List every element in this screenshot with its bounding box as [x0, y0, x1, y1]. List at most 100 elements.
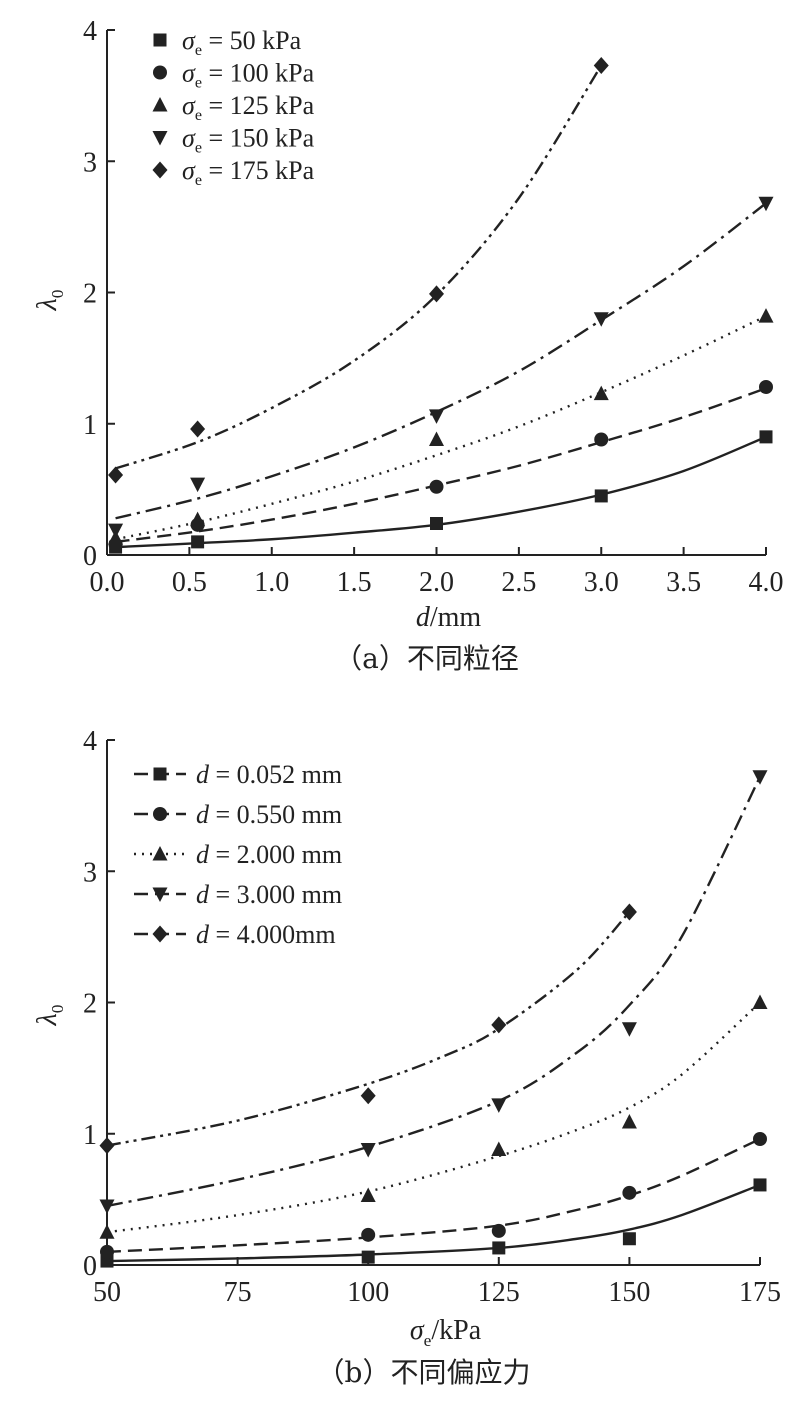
y-tick-label: 1: [83, 1120, 97, 1151]
data-point: [361, 1250, 375, 1264]
data-point: [491, 1016, 507, 1034]
series-fit-line: [115, 202, 767, 520]
y-tick-label: 1: [83, 410, 97, 441]
y-tick-label: 2: [83, 989, 97, 1020]
data-point: [593, 385, 609, 401]
series-1: [100, 1178, 767, 1268]
legend-entry: σe = 150 kPa: [152, 124, 315, 157]
x-tick-label: 50: [93, 1277, 121, 1308]
data-point: [191, 535, 205, 549]
legend-label: d = 2.000 mm: [196, 840, 342, 869]
data-point: [621, 1113, 637, 1129]
x-tick-label: 75: [224, 1277, 252, 1308]
legend-marker: [153, 807, 167, 821]
x-tick-label: 3.0: [584, 567, 619, 598]
data-point: [491, 1223, 506, 1238]
data-point: [190, 477, 206, 493]
data-point: [594, 432, 609, 447]
series-fit-line: [106, 1001, 761, 1234]
legend-marker: [152, 131, 168, 146]
data-point: [621, 903, 637, 921]
x-tick-label: 1.0: [254, 567, 289, 598]
legend-label: σe = 100 kPa: [182, 59, 315, 92]
data-point: [190, 420, 206, 438]
legend-label: d = 4.000mm: [196, 920, 336, 949]
data-point: [491, 1098, 507, 1113]
y-tick-label: 0: [83, 541, 97, 572]
legend-entry: σe = 125 kPa: [152, 91, 315, 124]
data-point: [100, 1244, 114, 1259]
legend-label: σe = 50 kPa: [182, 26, 302, 59]
data-point: [593, 312, 609, 327]
data-point: [753, 1178, 767, 1192]
legend-marker: [152, 925, 168, 943]
series-3: [108, 308, 774, 545]
series-fit-line: [106, 911, 631, 1147]
y-tick-label: 0: [83, 1251, 97, 1282]
series-5: [99, 903, 637, 1155]
y-tick-label: 4: [83, 726, 97, 757]
data-point: [360, 1143, 376, 1158]
series-fit-line: [106, 1137, 761, 1254]
data-point: [621, 1022, 637, 1037]
y-tick-label: 3: [83, 147, 97, 178]
legend-entry: σe = 50 kPa: [153, 26, 302, 59]
legend-entry: σe = 175 kPa: [152, 156, 315, 189]
data-point: [759, 380, 773, 394]
series-fit-line: [106, 776, 762, 1208]
series-5: [108, 56, 609, 484]
x-axis-label: d/mm: [416, 602, 482, 633]
legend-marker: [153, 65, 167, 80]
chart-panel-b: 50 75 100 125 150 175 0 1 2 3 4 λ0 σe/kPa （b）不同偏应力 d =…: [32, 726, 781, 1389]
x-tick-label: 1.5: [337, 567, 372, 598]
y-tick-label: 3: [83, 857, 97, 888]
legend-marker: [152, 846, 168, 861]
data-point: [758, 308, 774, 323]
legend-entry: d = 2.000 mm: [134, 840, 342, 869]
x-tick-label: 2.5: [501, 567, 536, 598]
legend-label: σe = 125 kPa: [182, 91, 315, 124]
x-tick-label: 150: [608, 1277, 650, 1308]
x-tick-label: 4.0: [749, 567, 784, 598]
series-fit-line: [106, 1183, 761, 1263]
series-4: [108, 196, 774, 539]
x-tick-label: 0.0: [90, 567, 125, 598]
data-point: [108, 466, 124, 484]
data-point: [99, 1137, 115, 1155]
data-point: [360, 1087, 376, 1105]
y-axis-label: λ0: [32, 289, 67, 311]
chart-panel-a: 0.0 0.5 1.0 1.5 2.0 2.5 3.0 3.5 4.0 0 1 2 3 4 λ0 d/mm （a…: [32, 16, 784, 675]
legend-marker: [153, 767, 167, 781]
legend-entry: d = 0.052 mm: [134, 760, 342, 789]
data-point: [108, 523, 124, 539]
data-point: [492, 1241, 506, 1255]
data-point: [430, 517, 443, 530]
series-fit-line: [115, 315, 767, 541]
y-axis-label: λ0: [32, 1004, 67, 1026]
legend-marker: [152, 887, 168, 902]
data-point: [491, 1141, 507, 1156]
data-point: [594, 489, 608, 503]
series-fit-line: [115, 64, 603, 470]
data-point: [753, 1132, 767, 1146]
legend-label: d = 0.052 mm: [196, 760, 342, 789]
series-3: [99, 994, 768, 1239]
data-point: [361, 1227, 376, 1242]
series-4: [99, 770, 768, 1214]
legend-label: d = 0.550 mm: [196, 800, 342, 829]
x-tick-label: 100: [347, 1277, 389, 1308]
panel-caption: （a）不同粒径: [334, 642, 519, 675]
legend-label: σe = 175 kPa: [182, 156, 315, 189]
data-point: [622, 1185, 637, 1200]
data-point: [593, 56, 609, 74]
legend-entry: d = 0.550 mm: [134, 800, 342, 829]
x-tick-label: 3.5: [666, 567, 701, 598]
legend-marker: [153, 33, 167, 47]
x-tick-label: 2.0: [419, 567, 454, 598]
y-tick-label: 4: [83, 16, 97, 47]
data-point: [752, 994, 768, 1009]
data-point: [360, 1187, 376, 1202]
data-point: [99, 1224, 115, 1239]
data-point: [429, 285, 444, 303]
